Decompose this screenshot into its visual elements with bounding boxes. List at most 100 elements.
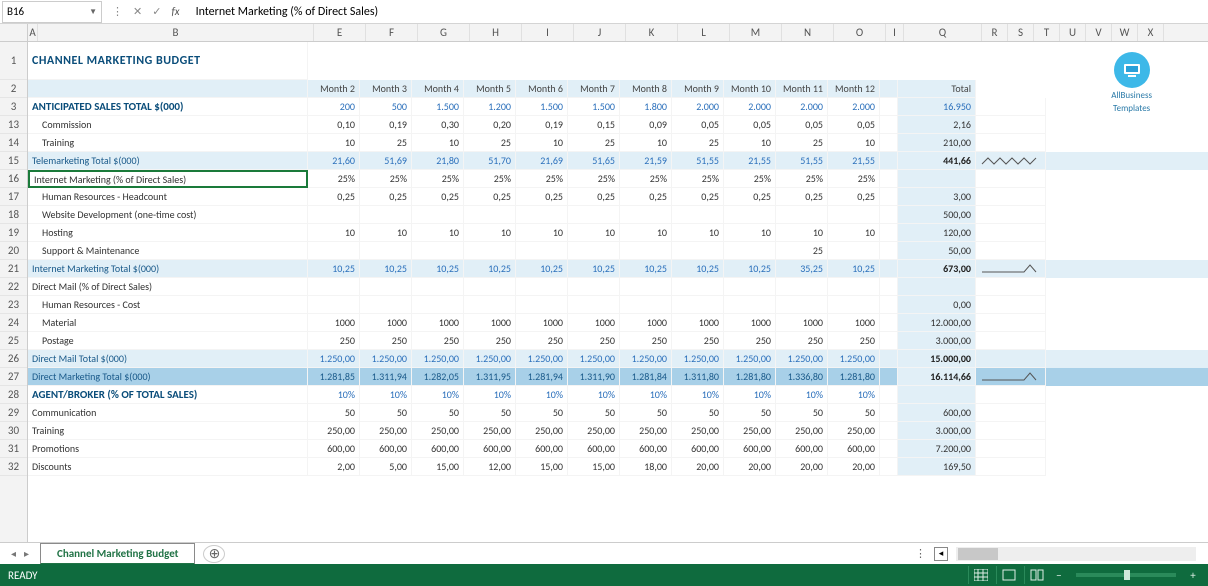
cell-value[interactable] <box>568 278 620 296</box>
row-header[interactable]: 24 <box>0 314 27 332</box>
cell-value[interactable]: 1.200 <box>464 98 516 116</box>
cell-value[interactable]: 12,00 <box>464 458 516 476</box>
cell-value[interactable]: 1.311,95 <box>464 368 516 386</box>
cell-value[interactable] <box>464 206 516 224</box>
cell-value[interactable] <box>776 206 828 224</box>
cell-value[interactable] <box>724 278 776 296</box>
data-row[interactable]: Website Development (one-time cost)500,0… <box>28 206 1208 224</box>
column-header[interactable]: R <box>982 24 1008 41</box>
cell-value[interactable] <box>360 206 412 224</box>
cell-value[interactable]: 250,00 <box>828 422 880 440</box>
cell-value[interactable]: 600,00 <box>464 440 516 458</box>
cell-value[interactable]: 25% <box>672 170 724 188</box>
row-header[interactable]: 32 <box>0 458 27 476</box>
cell-value[interactable]: 1.250,00 <box>620 350 672 368</box>
view-page-layout-icon[interactable] <box>996 566 1020 584</box>
cell-value[interactable]: 21,55 <box>828 152 880 170</box>
data-row[interactable]: Human Resources - Cost0,00 <box>28 296 1208 314</box>
row-header[interactable]: 15 <box>0 152 27 170</box>
chevron-down-icon[interactable]: ▼ <box>89 7 97 17</box>
cell-value[interactable]: 200 <box>308 98 360 116</box>
cell-value[interactable]: 0,05 <box>828 116 880 134</box>
cell-value[interactable]: 10 <box>620 224 672 242</box>
cell-value[interactable]: 10,25 <box>828 260 880 278</box>
cell-value[interactable]: 2.000 <box>724 98 776 116</box>
cell-value[interactable] <box>412 242 464 260</box>
cell-value[interactable]: 10% <box>308 386 360 404</box>
spreadsheet-grid[interactable]: CHANNEL MARKETING BUDGET Month 2Month 3M… <box>28 42 1208 542</box>
cell-value[interactable]: 500 <box>360 98 412 116</box>
cell-value[interactable]: 20,00 <box>828 458 880 476</box>
cell-value[interactable]: 10 <box>412 224 464 242</box>
cell-value[interactable]: 250 <box>828 332 880 350</box>
cell-value[interactable]: 10% <box>776 386 828 404</box>
cell-value[interactable]: 600,00 <box>568 440 620 458</box>
horizontal-scrollbar[interactable] <box>956 547 1196 561</box>
cell-value[interactable]: 0,10 <box>308 116 360 134</box>
cell-value[interactable]: 1.250,00 <box>724 350 776 368</box>
cell-value[interactable]: 25 <box>672 134 724 152</box>
cell-value[interactable]: 250,00 <box>724 422 776 440</box>
cell-value[interactable]: 10,25 <box>464 260 516 278</box>
cell-value[interactable]: 0,25 <box>568 188 620 206</box>
data-row[interactable]: Training250,00250,00250,00250,00250,0025… <box>28 422 1208 440</box>
cell-value[interactable]: 1.281,84 <box>620 368 672 386</box>
tab-nav[interactable]: ◂▸ <box>0 547 40 560</box>
column-header[interactable]: I <box>522 24 574 41</box>
zoom-slider[interactable] <box>1076 573 1176 577</box>
cell-value[interactable]: 250 <box>516 332 568 350</box>
cell-value[interactable]: 2.000 <box>672 98 724 116</box>
cell-value[interactable]: 10% <box>412 386 464 404</box>
cell-value[interactable] <box>308 278 360 296</box>
cell-value[interactable]: 10% <box>672 386 724 404</box>
cell-value[interactable]: 25% <box>412 170 464 188</box>
zoom-in-button[interactable]: + <box>1186 569 1200 582</box>
cell-value[interactable]: 25% <box>360 170 412 188</box>
cell-value[interactable]: 25 <box>568 134 620 152</box>
cell-value[interactable]: 25 <box>464 134 516 152</box>
column-header[interactable]: T <box>1034 24 1060 41</box>
cell-value[interactable] <box>360 242 412 260</box>
column-header[interactable]: U <box>1060 24 1086 41</box>
cell-value[interactable] <box>464 296 516 314</box>
cell-value[interactable] <box>620 242 672 260</box>
cell-value[interactable]: 10 <box>724 134 776 152</box>
cell-value[interactable]: 1000 <box>776 314 828 332</box>
cell-value[interactable] <box>776 278 828 296</box>
cell-value[interactable]: 600,00 <box>620 440 672 458</box>
cell-value[interactable] <box>412 296 464 314</box>
cell-value[interactable] <box>412 206 464 224</box>
cell-value[interactable]: 1000 <box>568 314 620 332</box>
cell-value[interactable]: 1.250,00 <box>672 350 724 368</box>
cell-value[interactable] <box>308 206 360 224</box>
cell-value[interactable]: 10% <box>516 386 568 404</box>
cell-value[interactable]: 15,00 <box>516 458 568 476</box>
cell-value[interactable]: 0,25 <box>776 188 828 206</box>
cell-value[interactable]: 50 <box>412 404 464 422</box>
cell-value[interactable]: 50 <box>568 404 620 422</box>
zoom-out-button[interactable]: − <box>1052 569 1066 582</box>
cell-value[interactable]: 0,19 <box>516 116 568 134</box>
cell-value[interactable]: 0,25 <box>308 188 360 206</box>
view-page-break-icon[interactable] <box>1024 566 1048 584</box>
cell-value[interactable]: 250 <box>412 332 464 350</box>
cell-value[interactable]: 10 <box>516 224 568 242</box>
row-header[interactable]: 18 <box>0 206 27 224</box>
row-header[interactable]: 2 <box>0 80 27 98</box>
cell-value[interactable]: 0,05 <box>776 116 828 134</box>
data-row[interactable]: Training1025102510251025102510210,00 <box>28 134 1208 152</box>
row-header[interactable]: 17 <box>0 188 27 206</box>
cell-value[interactable] <box>828 242 880 260</box>
data-row[interactable]: Promotions600,00600,00600,00600,00600,00… <box>28 440 1208 458</box>
cell-value[interactable] <box>308 242 360 260</box>
cell-value[interactable]: 51,55 <box>776 152 828 170</box>
cell-value[interactable]: 0,09 <box>620 116 672 134</box>
cell-value[interactable]: 50 <box>724 404 776 422</box>
cell-value[interactable]: 1.336,80 <box>776 368 828 386</box>
data-row[interactable]: AGENT/BROKER (% OF TOTAL SALES)10%10%10%… <box>28 386 1208 404</box>
cell-value[interactable]: 0,25 <box>620 188 672 206</box>
cell-value[interactable]: 2,00 <box>308 458 360 476</box>
view-normal-icon[interactable] <box>968 566 992 584</box>
cell-value[interactable]: 1.800 <box>620 98 672 116</box>
cell-value[interactable]: 250 <box>724 332 776 350</box>
